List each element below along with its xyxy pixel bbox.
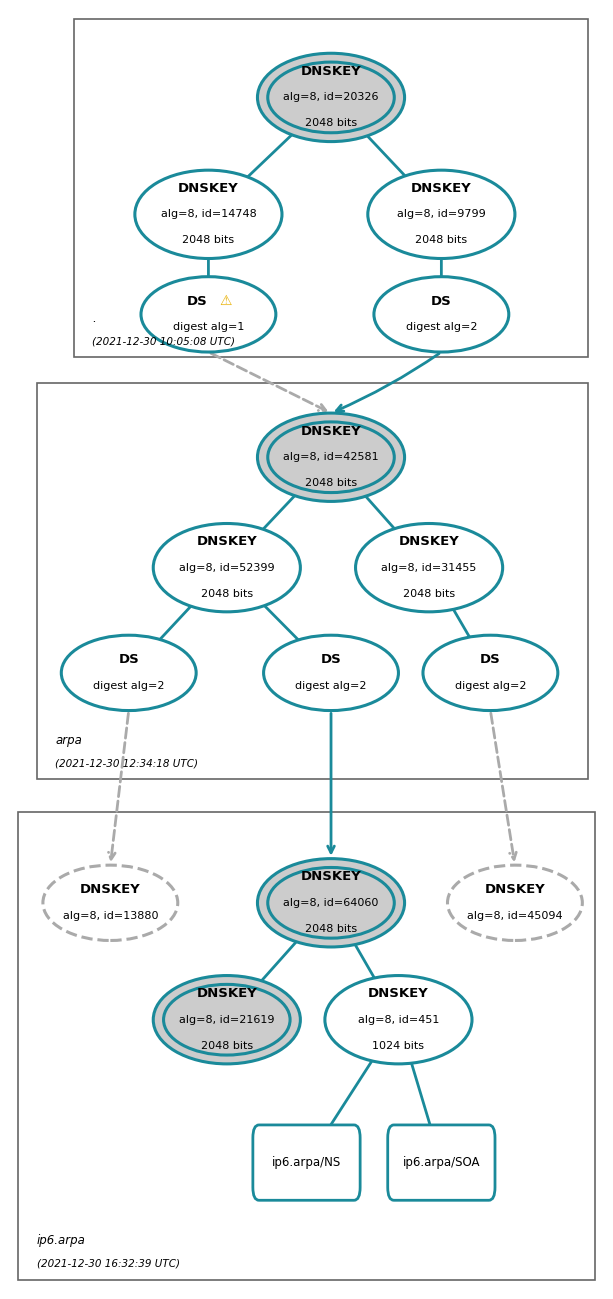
Text: 2048 bits: 2048 bits — [305, 924, 357, 934]
Ellipse shape — [374, 277, 509, 352]
Bar — [18, 812, 595, 1280]
Text: DNSKEY: DNSKEY — [300, 65, 362, 78]
Text: DNSKEY: DNSKEY — [300, 425, 362, 438]
Text: DNSKEY: DNSKEY — [196, 987, 257, 1000]
Text: alg=8, id=52399: alg=8, id=52399 — [179, 562, 275, 573]
Text: arpa: arpa — [55, 734, 82, 747]
Text: 2048 bits: 2048 bits — [305, 118, 357, 129]
Ellipse shape — [264, 635, 398, 711]
Text: 2048 bits: 2048 bits — [415, 235, 468, 246]
Text: DNSKEY: DNSKEY — [300, 870, 362, 883]
Text: 2048 bits: 2048 bits — [182, 235, 235, 246]
Text: 2048 bits: 2048 bits — [200, 1040, 253, 1051]
Text: DNSKEY: DNSKEY — [398, 535, 460, 548]
Text: alg=8, id=14748: alg=8, id=14748 — [161, 209, 256, 220]
Ellipse shape — [153, 523, 300, 612]
Text: DNSKEY: DNSKEY — [80, 883, 141, 896]
FancyBboxPatch shape — [253, 1125, 360, 1200]
Text: alg=8, id=21619: alg=8, id=21619 — [179, 1015, 275, 1025]
Text: digest alg=2: digest alg=2 — [455, 681, 526, 691]
Text: .: . — [92, 312, 96, 325]
Text: alg=8, id=31455: alg=8, id=31455 — [381, 562, 477, 573]
Ellipse shape — [257, 53, 405, 142]
Text: digest alg=1: digest alg=1 — [173, 322, 244, 333]
Ellipse shape — [257, 413, 405, 501]
Text: DS: DS — [321, 653, 341, 666]
Text: alg=8, id=42581: alg=8, id=42581 — [283, 452, 379, 462]
Text: ip6.arpa/NS: ip6.arpa/NS — [272, 1156, 341, 1169]
Text: alg=8, id=9799: alg=8, id=9799 — [397, 209, 485, 220]
Text: DNSKEY: DNSKEY — [178, 182, 239, 195]
Text: digest alg=2: digest alg=2 — [295, 681, 367, 691]
Ellipse shape — [43, 865, 178, 940]
Text: ip6.arpa: ip6.arpa — [37, 1234, 86, 1247]
Bar — [37, 383, 588, 779]
Bar — [74, 19, 588, 357]
Ellipse shape — [141, 277, 276, 352]
Text: DS: DS — [431, 295, 452, 308]
Text: 1024 bits: 1024 bits — [373, 1040, 424, 1051]
Text: 2048 bits: 2048 bits — [403, 588, 455, 599]
Text: 2048 bits: 2048 bits — [305, 478, 357, 488]
Text: DS: DS — [118, 653, 139, 666]
Text: alg=8, id=20326: alg=8, id=20326 — [283, 92, 379, 103]
Text: (2021-12-30 12:34:18 UTC): (2021-12-30 12:34:18 UTC) — [55, 759, 198, 769]
Text: DS: DS — [480, 653, 501, 666]
FancyBboxPatch shape — [387, 1125, 495, 1200]
Ellipse shape — [153, 976, 300, 1064]
Ellipse shape — [325, 976, 472, 1064]
Ellipse shape — [447, 865, 582, 940]
Text: DNSKEY: DNSKEY — [411, 182, 472, 195]
Text: digest alg=2: digest alg=2 — [406, 322, 477, 333]
Text: alg=8, id=13880: alg=8, id=13880 — [63, 911, 158, 921]
Ellipse shape — [368, 170, 515, 259]
Text: alg=8, id=64060: alg=8, id=64060 — [283, 898, 379, 908]
Ellipse shape — [135, 170, 282, 259]
Text: (2021-12-30 10:05:08 UTC): (2021-12-30 10:05:08 UTC) — [92, 336, 235, 347]
Text: ⚠: ⚠ — [219, 295, 232, 308]
Ellipse shape — [61, 635, 196, 711]
Ellipse shape — [356, 523, 503, 612]
Text: alg=8, id=45094: alg=8, id=45094 — [467, 911, 563, 921]
Text: DNSKEY: DNSKEY — [196, 535, 257, 548]
Text: (2021-12-30 16:32:39 UTC): (2021-12-30 16:32:39 UTC) — [37, 1259, 180, 1269]
Ellipse shape — [257, 859, 405, 947]
Text: ip6.arpa/SOA: ip6.arpa/SOA — [403, 1156, 480, 1169]
Text: DS: DS — [187, 295, 208, 308]
Text: DNSKEY: DNSKEY — [368, 987, 429, 1000]
Text: digest alg=2: digest alg=2 — [93, 681, 164, 691]
Text: 2048 bits: 2048 bits — [200, 588, 253, 599]
Text: DNSKEY: DNSKEY — [484, 883, 546, 896]
Text: alg=8, id=451: alg=8, id=451 — [358, 1015, 439, 1025]
Ellipse shape — [423, 635, 558, 711]
